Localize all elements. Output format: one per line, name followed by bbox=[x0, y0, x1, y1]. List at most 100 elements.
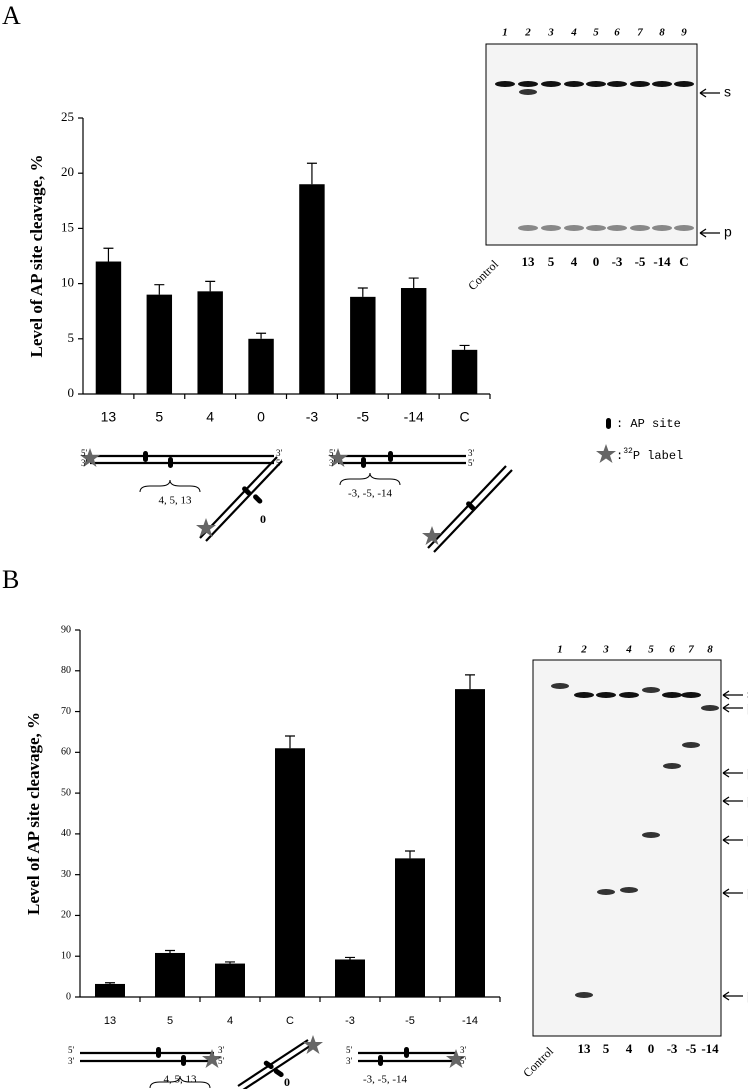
lane-number: 2 bbox=[580, 644, 587, 656]
gel-band bbox=[663, 763, 681, 769]
text: P label bbox=[633, 449, 683, 463]
svg-text:5′: 5′ bbox=[346, 1045, 353, 1055]
diagram bbox=[80, 448, 513, 553]
ap-icon bbox=[606, 418, 611, 429]
strand-ends: 5′3′ 3′5′ 5′3′ 3′5′ bbox=[68, 1045, 467, 1066]
gel-band bbox=[551, 683, 569, 689]
marker-arrow bbox=[722, 888, 743, 898]
lane-label: -14 bbox=[653, 254, 671, 269]
marker-arrow bbox=[722, 835, 743, 845]
x-tick-label: -14 bbox=[462, 1015, 478, 1027]
lane-number: 6 bbox=[669, 644, 675, 656]
lane-number: 9 bbox=[681, 27, 687, 39]
error-bar bbox=[459, 344, 470, 350]
bar bbox=[155, 952, 185, 997]
marker-label: p bbox=[724, 224, 732, 240]
bar bbox=[275, 748, 305, 997]
y-tick-label: 70 bbox=[61, 706, 71, 717]
gel-band bbox=[701, 705, 719, 711]
lane-label: -3 bbox=[667, 1041, 678, 1056]
x-tick-label: 4 bbox=[227, 1015, 233, 1027]
bar bbox=[395, 858, 425, 997]
lane-label: -5 bbox=[686, 1041, 697, 1056]
sep: : bbox=[616, 449, 623, 463]
gel-band bbox=[519, 89, 537, 95]
lane-number: 1 bbox=[502, 27, 508, 39]
error-bar bbox=[465, 674, 475, 690]
lane-label: C bbox=[679, 254, 688, 269]
error-bar bbox=[103, 247, 114, 262]
y-tick-label: 80 bbox=[61, 665, 71, 676]
error-bar bbox=[285, 735, 295, 749]
marker-arrow bbox=[699, 88, 720, 98]
x-tick-label: 13 bbox=[104, 1015, 116, 1027]
lane-label: Control bbox=[520, 1044, 556, 1080]
gel-band bbox=[564, 81, 584, 87]
lane-label: 0 bbox=[648, 1041, 655, 1056]
y-tick-label: 40 bbox=[61, 828, 71, 839]
gel-band bbox=[674, 225, 694, 231]
gel-band bbox=[607, 225, 627, 231]
panel-label: A bbox=[2, 1, 21, 30]
lane-label: 4 bbox=[626, 1041, 633, 1056]
x-tick-label: -3 bbox=[306, 409, 319, 425]
lane-number: 6 bbox=[614, 27, 620, 39]
bar bbox=[146, 294, 173, 394]
legend-text: : AP site bbox=[616, 417, 681, 431]
gel-band bbox=[518, 81, 538, 87]
y-tick-label: 10 bbox=[61, 275, 74, 290]
marker-arrow bbox=[722, 991, 743, 1001]
error-bar bbox=[256, 332, 267, 339]
svg-text:3′: 3′ bbox=[218, 1045, 225, 1055]
marker-arrow bbox=[722, 796, 743, 806]
svg-text:5′: 5′ bbox=[68, 1045, 75, 1055]
gel-band bbox=[586, 81, 606, 87]
gel-band bbox=[652, 225, 672, 231]
gel-a bbox=[485, 43, 698, 246]
legend-text: :32P label bbox=[616, 447, 683, 463]
lane-number: 8 bbox=[659, 27, 665, 39]
bracket-label: 4, 5, 13 bbox=[164, 1074, 198, 1086]
lane-number: 7 bbox=[688, 644, 694, 656]
bar bbox=[95, 261, 122, 394]
panel-label: B bbox=[2, 565, 19, 594]
x-tick-label: 4 bbox=[206, 409, 214, 425]
gel-band bbox=[586, 225, 606, 231]
lane-label: 13 bbox=[578, 1041, 592, 1056]
bar bbox=[197, 291, 223, 394]
lane-number: 5 bbox=[593, 27, 599, 39]
error-bar bbox=[105, 982, 115, 984]
gel-band bbox=[518, 225, 538, 231]
star-icon bbox=[596, 444, 616, 463]
lane-label: 13 bbox=[522, 254, 536, 269]
diagram bbox=[80, 1035, 466, 1089]
gel-band bbox=[681, 692, 701, 698]
gel-band bbox=[620, 887, 638, 893]
svg-text:5′: 5′ bbox=[81, 448, 88, 458]
lane-label: Control bbox=[465, 257, 501, 293]
bar bbox=[95, 983, 125, 997]
svg-text:3′: 3′ bbox=[276, 448, 283, 458]
bar bbox=[455, 689, 485, 997]
gel-band bbox=[630, 225, 650, 231]
y-axis-label: Level of AP site cleavage, % bbox=[24, 712, 43, 915]
lane-label: 5 bbox=[603, 1041, 610, 1056]
error-bar bbox=[408, 277, 419, 289]
svg-text:5′: 5′ bbox=[329, 448, 336, 458]
lane-number: 8 bbox=[707, 644, 713, 656]
y-tick-label: 50 bbox=[61, 787, 71, 798]
sup: 32 bbox=[623, 447, 633, 456]
error-bar bbox=[405, 850, 415, 859]
error-bar bbox=[345, 956, 355, 960]
y-tick-label: 60 bbox=[61, 747, 71, 758]
gel-band bbox=[642, 687, 660, 693]
gel-bands bbox=[495, 81, 719, 998]
error-bar bbox=[165, 949, 175, 953]
gel-band bbox=[642, 832, 660, 838]
bar bbox=[400, 288, 427, 394]
gel-band bbox=[541, 225, 561, 231]
svg-text:3′: 3′ bbox=[68, 1056, 75, 1066]
marker-arrow bbox=[722, 703, 743, 713]
y-tick-label: 30 bbox=[61, 869, 71, 880]
gel-band bbox=[652, 81, 672, 87]
